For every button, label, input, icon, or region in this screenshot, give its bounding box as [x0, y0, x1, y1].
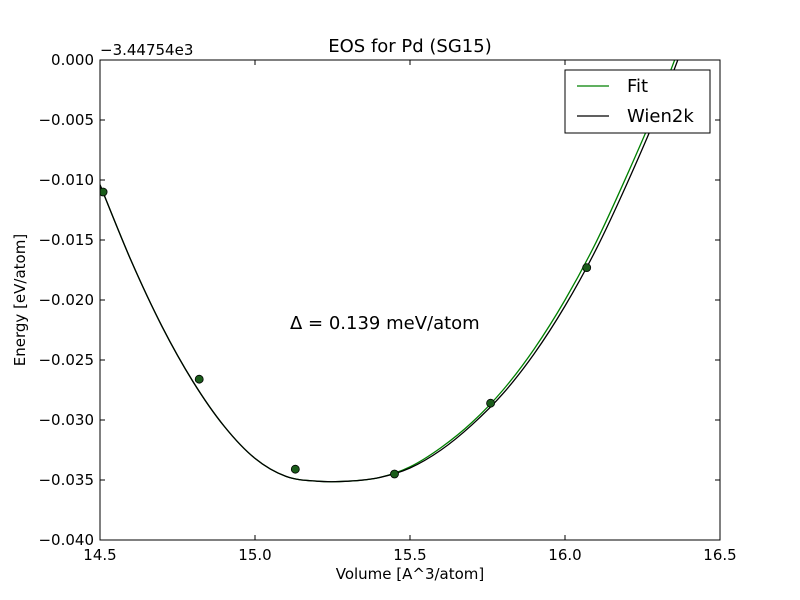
y-axis-label: Energy [eV/atom]	[11, 234, 29, 366]
legend: Fit Wien2k	[564, 69, 711, 134]
x-axis-label: Volume [A^3/atom]	[336, 565, 485, 583]
x-tick-label: 15.5	[393, 546, 426, 564]
y-offset-label: −3.44754e3	[100, 41, 193, 59]
legend-label-wien2k: Wien2k	[627, 106, 694, 127]
legend-box	[564, 69, 711, 134]
x-tick-label: 16.0	[548, 546, 581, 564]
data-point	[390, 469, 399, 479]
ticks-layer: 14.5 15.0 15.5 16.0 16.5 0.000 −0.005 −0.010 −0.…	[38, 51, 736, 564]
y-tick-label: −0.015	[38, 231, 94, 249]
data-point	[194, 374, 204, 384]
y-tick-label: 0.000	[51, 51, 94, 69]
data-point	[290, 464, 300, 474]
x-tick-label: 14.5	[83, 546, 116, 564]
chart-title: EOS for Pd (SG15)	[328, 36, 492, 57]
points-layer	[100, 187, 592, 479]
y-tick-label: −0.010	[38, 171, 94, 189]
legend-label-fit: Fit	[627, 76, 648, 97]
delta-annotation: Δ = 0.139 meV/atom	[290, 313, 480, 334]
y-tick-label: −0.040	[38, 531, 94, 549]
x-tick-label: 16.5	[703, 546, 736, 564]
y-tick-label: −0.005	[38, 111, 94, 129]
y-tick-label: −0.030	[38, 411, 94, 429]
y-tick-label: −0.025	[38, 351, 94, 369]
y-tick-label: −0.035	[38, 471, 94, 489]
data-point	[100, 187, 108, 197]
data-point	[582, 263, 592, 273]
data-point	[486, 398, 496, 408]
x-tick-label: 15.0	[238, 546, 271, 564]
y-tick-label: −0.020	[38, 291, 94, 309]
